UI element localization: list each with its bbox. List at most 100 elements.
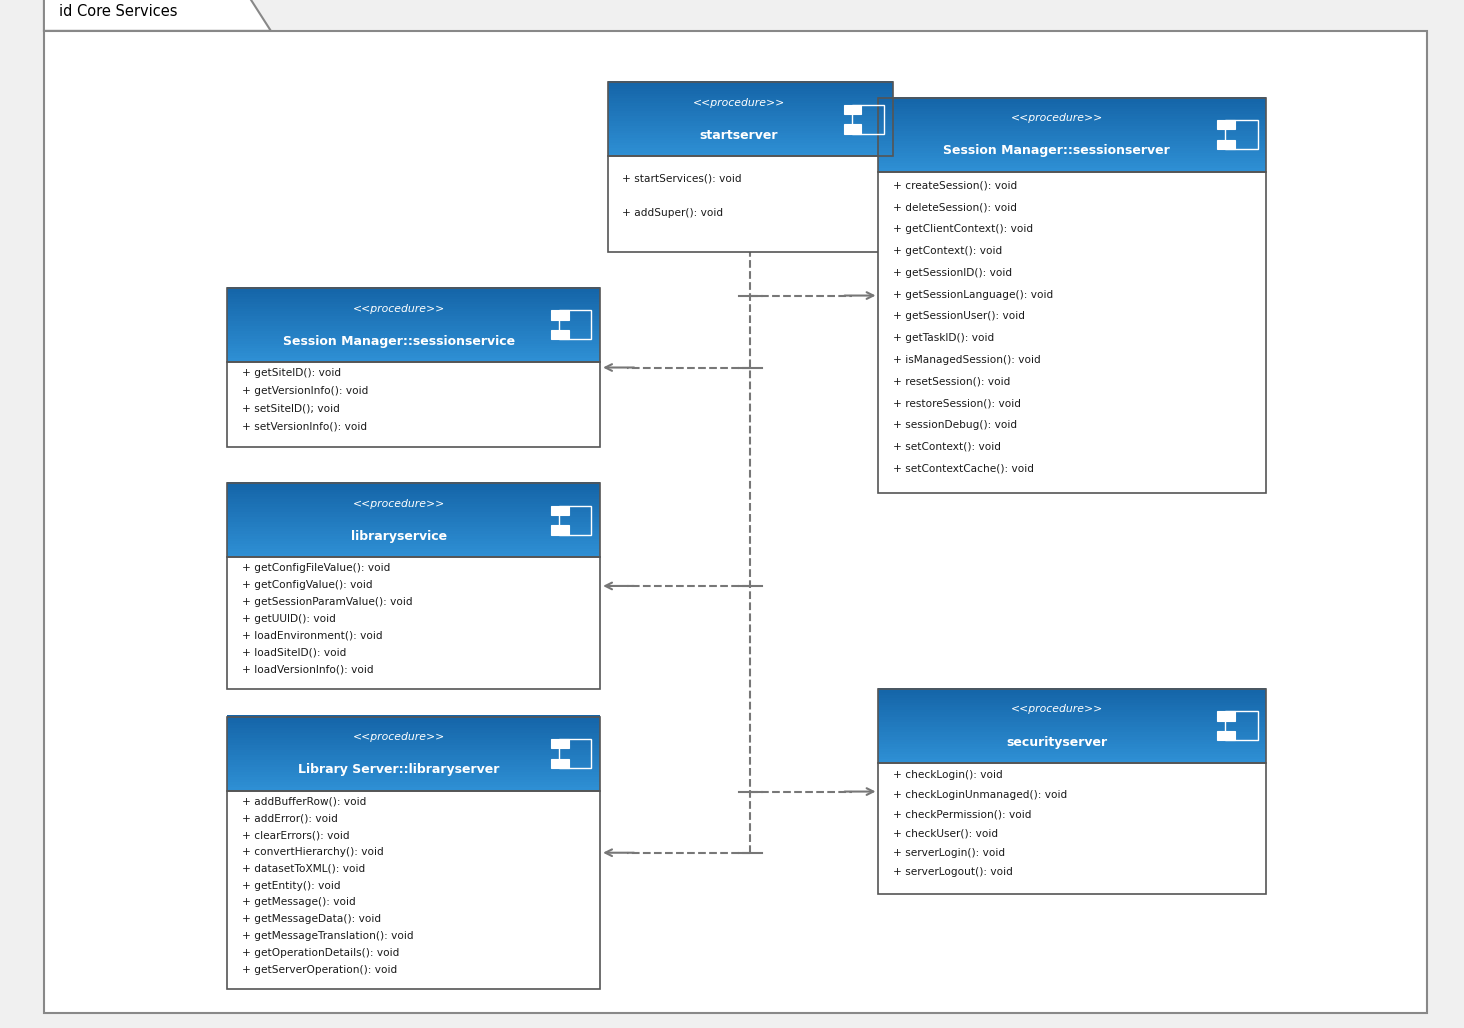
Bar [227, 287, 600, 290]
Text: + startServices(): void: + startServices(): void [622, 174, 742, 183]
Bar [878, 751, 1266, 756]
Bar [227, 549, 600, 552]
Bar [227, 502, 600, 506]
Bar [878, 160, 1266, 164]
Bar [227, 331, 600, 335]
Bar [878, 111, 1266, 115]
Bar [608, 153, 893, 156]
Bar [227, 745, 600, 748]
Bar [227, 483, 600, 557]
Bar [608, 113, 893, 117]
Text: + getSessionID(): void: + getSessionID(): void [893, 267, 1012, 278]
Bar [843, 124, 861, 134]
Bar [608, 83, 893, 87]
Bar [227, 292, 600, 295]
Bar [878, 732, 1266, 736]
Text: + getMessageData(): void: + getMessageData(): void [242, 914, 381, 924]
Bar [227, 755, 600, 759]
Bar [878, 705, 1266, 708]
Bar [608, 106, 893, 109]
Bar [227, 531, 600, 535]
Text: <<procedure>>: <<procedure>> [353, 499, 445, 509]
Bar [878, 126, 1266, 130]
Bar [878, 156, 1266, 159]
Bar [878, 688, 1266, 691]
Text: + getServerOperation(): void: + getServerOperation(): void [242, 964, 397, 975]
Bar [878, 172, 1266, 493]
Bar [227, 742, 600, 746]
Bar [227, 551, 600, 555]
Text: + checkLoginUnmanaged(): void: + checkLoginUnmanaged(): void [893, 790, 1067, 800]
Bar [227, 730, 600, 734]
Bar [227, 356, 600, 360]
Bar [227, 288, 600, 362]
Bar [227, 517, 600, 520]
Text: + getConfigFileValue(): void: + getConfigFileValue(): void [242, 563, 389, 574]
Bar [559, 310, 591, 339]
Bar [227, 289, 600, 293]
Bar [227, 324, 600, 327]
Bar [227, 760, 600, 764]
Bar [608, 81, 893, 84]
Bar [227, 537, 600, 540]
Bar [227, 309, 600, 313]
Bar [227, 505, 600, 508]
Bar [878, 166, 1266, 170]
Text: + getUUID(): void: + getUUID(): void [242, 614, 335, 624]
Bar [878, 739, 1266, 743]
Polygon shape [44, 0, 271, 31]
Text: Session Manager::sessionserver: Session Manager::sessionserver [943, 145, 1170, 157]
Bar [878, 153, 1266, 157]
Bar [227, 494, 600, 498]
Bar [227, 715, 600, 719]
Bar [227, 338, 600, 342]
Bar [878, 744, 1266, 748]
Text: <<procedure>>: <<procedure>> [1010, 113, 1102, 123]
Text: + clearErrors(): void: + clearErrors(): void [242, 830, 350, 840]
Text: + checkPermission(): void: + checkPermission(): void [893, 809, 1032, 819]
Text: + getVersionInfo(): void: + getVersionInfo(): void [242, 387, 367, 396]
Bar [878, 757, 1266, 761]
Bar [878, 141, 1266, 145]
Bar [878, 742, 1266, 745]
Bar [227, 359, 600, 362]
Bar [608, 145, 893, 149]
Bar [227, 728, 600, 731]
Bar [878, 730, 1266, 733]
Bar [227, 735, 600, 739]
Bar [227, 758, 600, 761]
Bar [227, 326, 600, 330]
Bar [550, 759, 568, 768]
Text: + loadSiteID(): void: + loadSiteID(): void [242, 648, 346, 658]
Bar [227, 787, 600, 791]
Bar [878, 749, 1266, 752]
Bar [878, 714, 1266, 719]
Bar [608, 123, 893, 126]
Bar [608, 96, 893, 100]
Bar [608, 108, 893, 112]
Bar [227, 763, 600, 766]
Text: + setVersionInfo(): void: + setVersionInfo(): void [242, 421, 366, 432]
Bar [227, 343, 600, 347]
Bar [843, 105, 861, 114]
Bar [227, 539, 600, 543]
Bar [878, 693, 1266, 696]
Bar [227, 301, 600, 305]
Bar [878, 148, 1266, 152]
Bar [227, 740, 600, 743]
Bar [227, 765, 600, 768]
Bar [608, 88, 893, 93]
Bar [227, 544, 600, 547]
Text: + serverLogin(): void: + serverLogin(): void [893, 848, 1006, 857]
Bar [878, 727, 1266, 731]
Text: + addSuper(): void: + addSuper(): void [622, 208, 723, 218]
Bar [878, 700, 1266, 703]
Bar [227, 322, 600, 325]
Bar [878, 136, 1266, 140]
Bar [227, 509, 600, 513]
Bar [878, 710, 1266, 713]
Bar [227, 750, 600, 754]
Bar [227, 526, 600, 530]
Bar [550, 739, 568, 748]
Bar [227, 492, 600, 495]
